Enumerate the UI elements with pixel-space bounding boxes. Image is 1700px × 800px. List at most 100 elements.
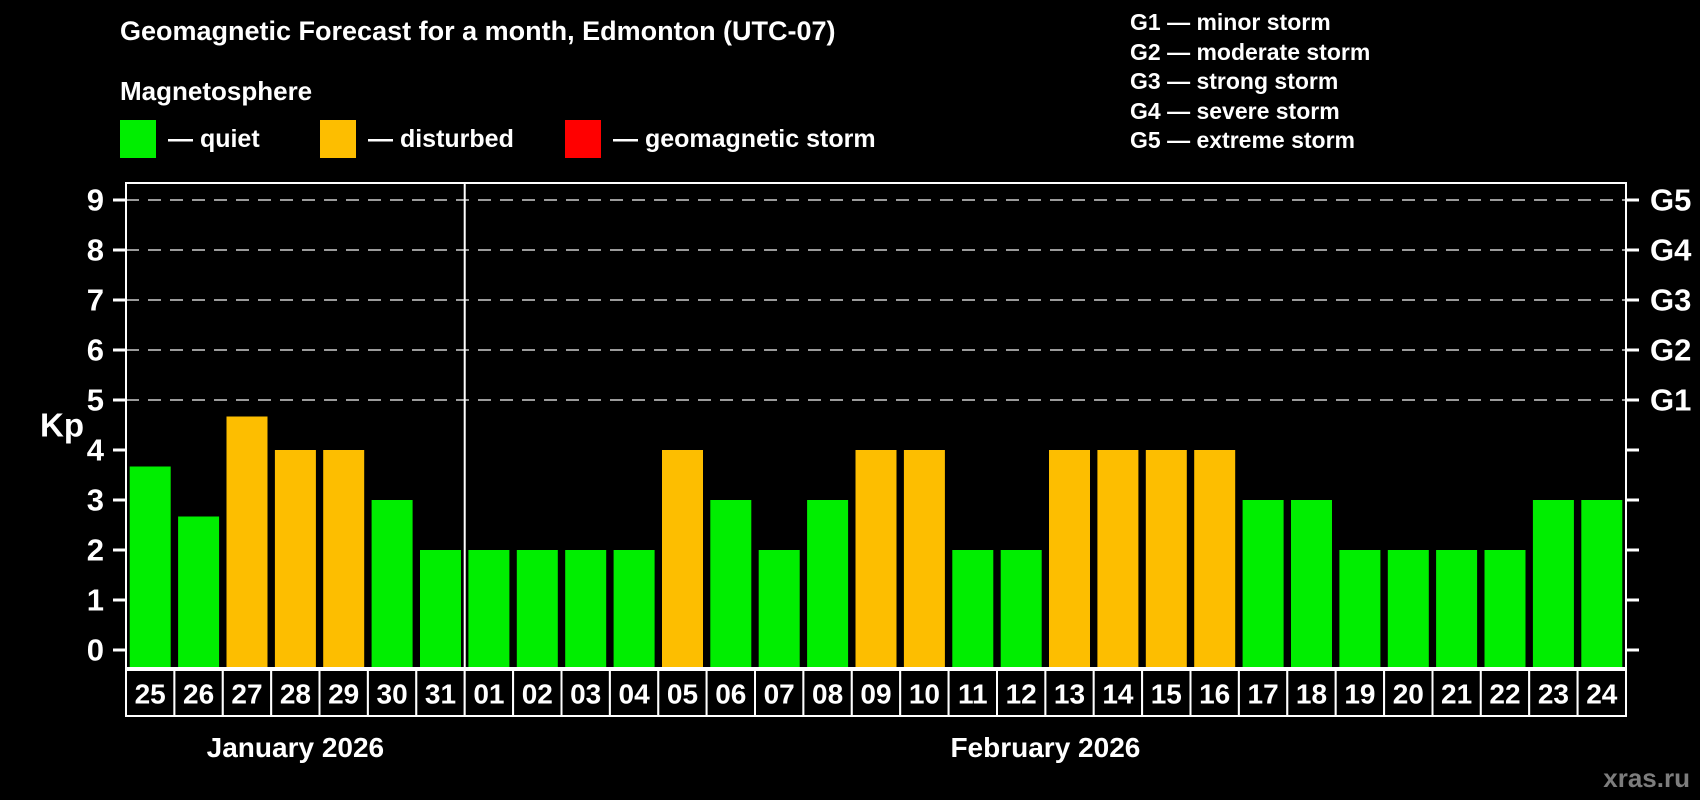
bar-12	[1000, 550, 1042, 667]
quiet-color-swatch	[120, 120, 156, 158]
y-tick-label-8: 8	[87, 233, 104, 268]
bar-25	[129, 466, 171, 667]
bar-09	[855, 450, 897, 667]
day-label-box-23	[1528, 669, 1579, 717]
plot-frame	[125, 182, 1627, 669]
day-label-30: 30	[377, 679, 408, 710]
day-label-02: 02	[522, 679, 553, 710]
day-label-20: 20	[1393, 679, 1424, 710]
watermark: xras.ru	[1603, 763, 1690, 793]
day-label-21: 21	[1441, 679, 1472, 710]
bar-19	[1339, 550, 1381, 667]
day-label-19: 19	[1344, 679, 1375, 710]
g1-definition: G1 — minor storm	[1130, 9, 1331, 35]
day-label-22: 22	[1489, 679, 1520, 710]
legend-label-storm: — geomagnetic storm	[613, 124, 876, 153]
g4-definition: G4 — severe storm	[1130, 97, 1340, 124]
disturbed-color-swatch	[320, 120, 356, 158]
legend-item-storm: — geomagnetic storm	[565, 119, 876, 159]
bar-23	[1532, 500, 1574, 667]
day-label-box-31	[415, 669, 466, 717]
g5-definition: G5 — extreme storm	[1130, 127, 1355, 153]
bar-28	[274, 450, 316, 667]
day-label-14: 14	[1102, 679, 1134, 710]
day-label-09: 09	[860, 679, 891, 710]
g3-definition: G3 — strong storm	[1130, 68, 1339, 94]
day-label-box-01	[463, 669, 515, 717]
g2-definition: G2 — moderate storm	[1130, 38, 1371, 65]
right-axis-label-g1: G1	[1650, 383, 1691, 418]
page-title: Geomagnetic Forecast for a month, Edmont…	[120, 16, 836, 46]
day-label-01: 01	[473, 679, 504, 710]
day-label-box-21	[1431, 669, 1482, 717]
day-label-box-14	[1092, 669, 1144, 717]
day-label-24: 24	[1586, 679, 1618, 710]
day-label-box-17	[1237, 669, 1289, 717]
day-label-10: 10	[909, 679, 940, 710]
g-scale-legend: G1 — minor storm G2 — moderate storm G3 …	[1130, 8, 1370, 156]
day-label-06: 06	[715, 679, 746, 710]
right-axis-label-g5: G5	[1650, 183, 1691, 218]
legend-label-quiet: — quiet	[168, 124, 260, 153]
day-label-17: 17	[1248, 679, 1279, 710]
day-label-box-07	[754, 669, 805, 717]
day-label-05: 05	[667, 679, 698, 710]
right-axis-label-g4: G4	[1650, 233, 1692, 268]
y-tick-label-6: 6	[87, 333, 104, 368]
day-label-04: 04	[619, 679, 651, 710]
y-tick-label-5: 5	[87, 383, 104, 418]
day-label-box-06	[705, 669, 756, 717]
bar-31	[420, 550, 461, 667]
bar-27	[226, 416, 268, 667]
bar-07	[758, 550, 800, 667]
day-label-box-03	[560, 669, 611, 717]
bar-17	[1242, 500, 1284, 667]
bar-20	[1387, 550, 1429, 667]
bar-30	[371, 500, 413, 667]
day-label-box-24	[1576, 669, 1627, 717]
bar-08	[807, 500, 849, 667]
day-label-27: 27	[231, 679, 262, 710]
bar-26	[178, 516, 220, 667]
day-label-box-18	[1286, 669, 1337, 717]
bar-02	[516, 550, 558, 667]
legend-label-disturbed: — disturbed	[368, 124, 514, 153]
day-label-13: 13	[1054, 679, 1085, 710]
bar-18	[1291, 500, 1332, 667]
y-tick-label-2: 2	[87, 533, 104, 568]
day-label-26: 26	[183, 679, 214, 710]
bar-21	[1436, 550, 1478, 667]
y-tick-label-0: 0	[87, 633, 104, 668]
month-label-january: January 2026	[207, 732, 384, 763]
day-label-box-22	[1479, 669, 1531, 717]
day-label-11: 11	[958, 679, 988, 710]
day-label-box-29	[318, 669, 369, 717]
day-label-box-28	[270, 669, 321, 717]
month-label-february: February 2026	[950, 732, 1140, 763]
bar-10	[903, 450, 945, 667]
day-label-box-08	[802, 669, 853, 717]
bar-29	[323, 450, 365, 667]
bar-11	[952, 550, 994, 667]
day-label-box-09	[850, 669, 902, 717]
bar-16	[1194, 450, 1236, 667]
magnetosphere-label: Magnetosphere	[120, 76, 313, 106]
bar-14	[1097, 450, 1139, 667]
day-label-box-20	[1383, 669, 1434, 717]
bar-06	[710, 500, 752, 667]
legend-item-quiet: — quiet	[120, 119, 260, 159]
bar-01	[468, 550, 510, 667]
day-label-31: 31	[425, 679, 456, 710]
bar-22	[1484, 550, 1526, 667]
day-label-08: 08	[812, 679, 843, 710]
day-label-18: 18	[1296, 679, 1327, 710]
bar-24	[1581, 500, 1623, 667]
y-tick-label-4: 4	[87, 433, 105, 468]
bar-05	[662, 450, 703, 667]
day-label-12: 12	[1006, 679, 1037, 710]
day-label-23: 23	[1538, 679, 1569, 710]
day-label-16: 16	[1199, 679, 1230, 710]
day-label-box-15	[1141, 669, 1192, 717]
